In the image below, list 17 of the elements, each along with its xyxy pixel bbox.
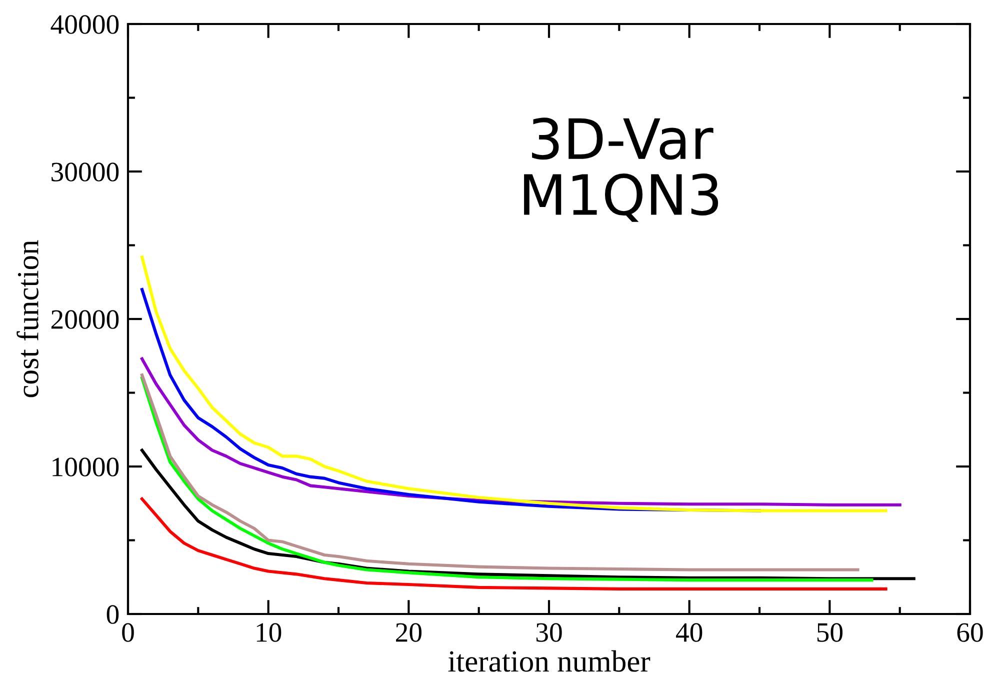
x-axis-title: iteration number bbox=[448, 650, 650, 672]
x-tick-label: 10 bbox=[256, 623, 282, 642]
y-tick-label: 30000 bbox=[52, 162, 119, 182]
y-tick-label: 20000 bbox=[51, 310, 119, 329]
y-axis-title: cost function bbox=[16, 240, 38, 398]
x-tick-label: 50 bbox=[817, 623, 842, 642]
x-tick-label: 30 bbox=[536, 623, 562, 642]
line-series bbox=[140, 256, 888, 512]
x-tick-label: 20 bbox=[396, 623, 422, 642]
text: 3D-Var M1QN3 bbox=[524, 118, 718, 222]
y-tick-label: 40000 bbox=[50, 15, 119, 34]
line-series bbox=[140, 497, 888, 590]
y-tick-label: 0 bbox=[106, 605, 119, 624]
x-tick-label: 60 bbox=[957, 623, 983, 642]
x-tick-label: 0 bbox=[122, 623, 134, 642]
x-tick-label: 40 bbox=[676, 623, 702, 642]
y-tick-label: 10000 bbox=[52, 458, 119, 476]
